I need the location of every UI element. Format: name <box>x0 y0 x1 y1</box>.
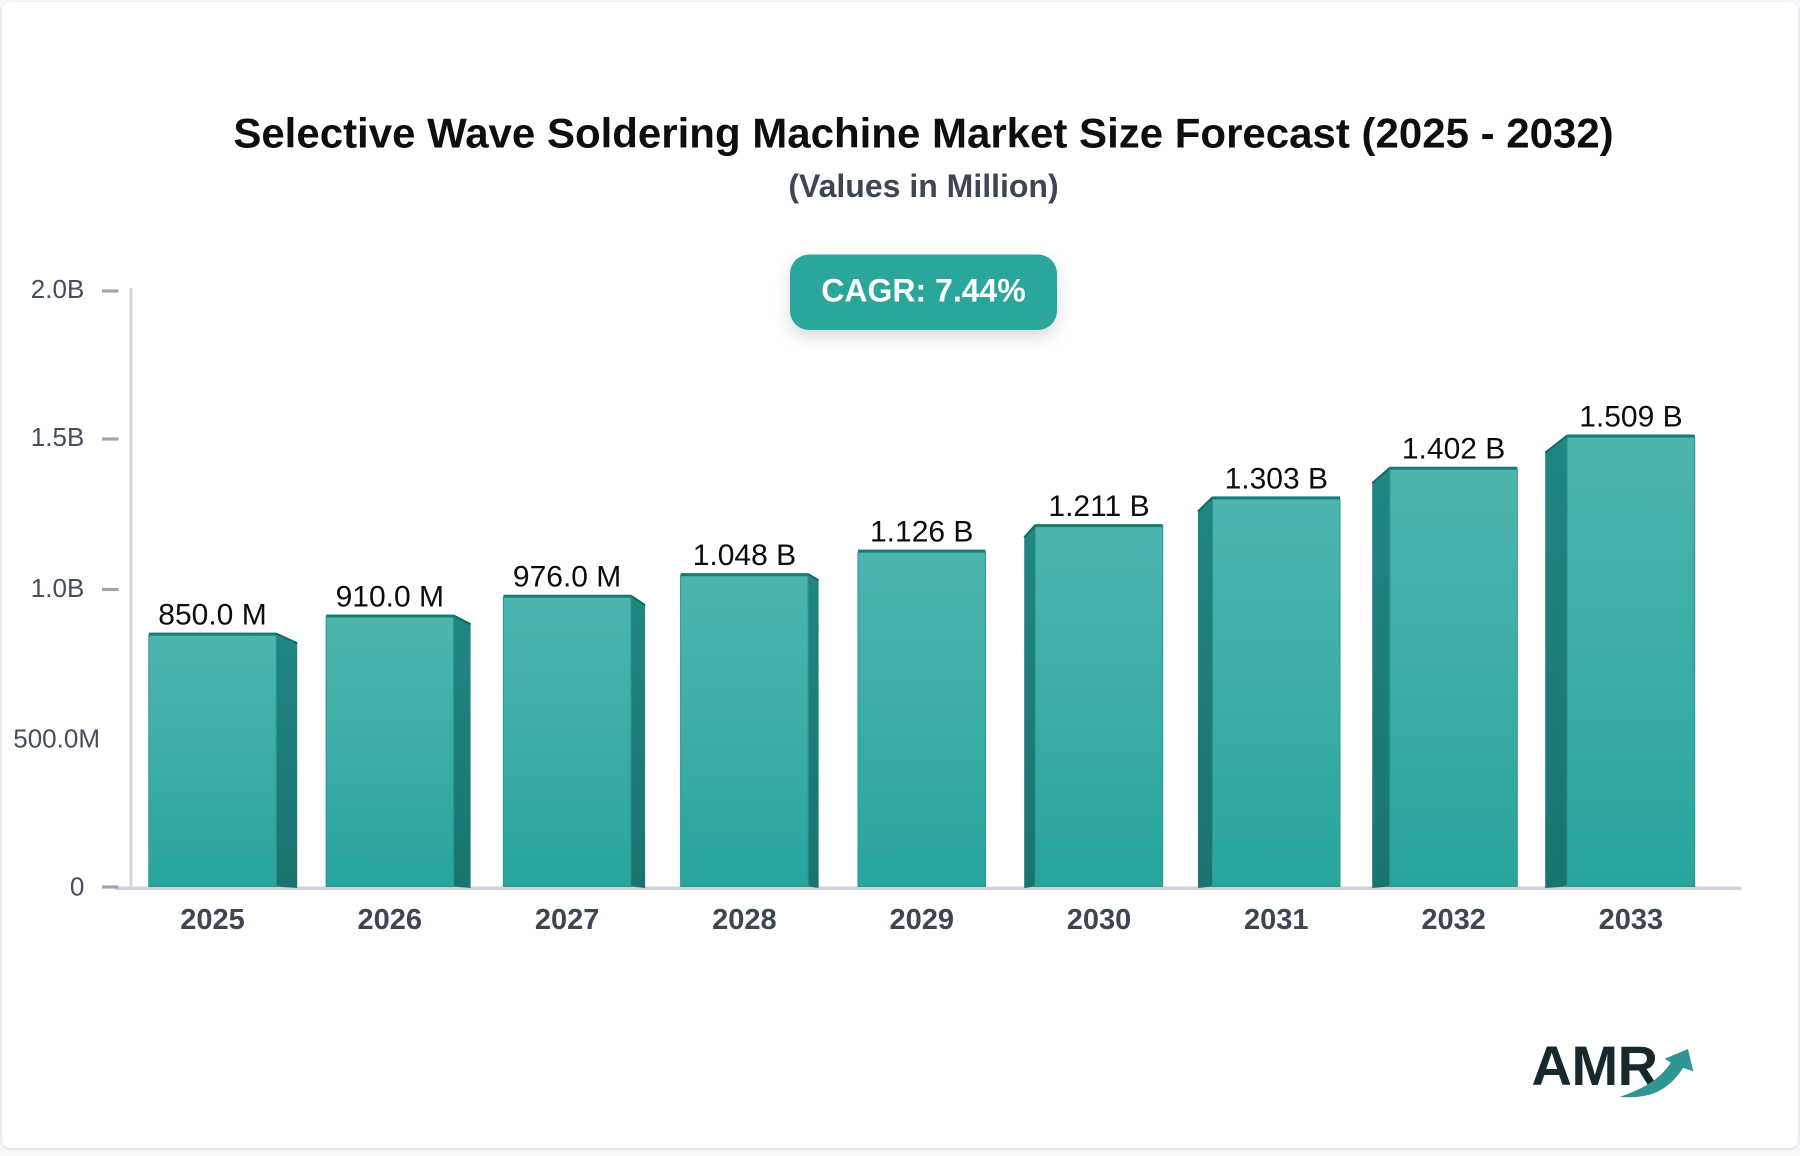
svg-text:2033: 2033 <box>1599 904 1664 936</box>
svg-text:2031: 2031 <box>1244 904 1309 936</box>
svg-text:850.0 M: 850.0 M <box>158 599 266 632</box>
svg-text:0: 0 <box>70 871 84 901</box>
svg-text:2026: 2026 <box>358 904 423 936</box>
svg-text:1.303 B: 1.303 B <box>1225 462 1328 495</box>
svg-text:CAGR: 7.44%: CAGR: 7.44% <box>821 273 1026 309</box>
svg-text:2.0B: 2.0B <box>31 274 85 304</box>
svg-text:(Values in Million): (Values in Million) <box>788 168 1058 204</box>
svg-text:2032: 2032 <box>1421 904 1486 936</box>
svg-text:1.048 B: 1.048 B <box>693 539 796 572</box>
svg-text:2025: 2025 <box>180 904 245 936</box>
svg-text:1.509 B: 1.509 B <box>1579 401 1682 434</box>
svg-text:1.402 B: 1.402 B <box>1402 433 1505 466</box>
svg-text:Selective Wave Soldering Machi: Selective Wave Soldering Machine Market … <box>233 110 1613 157</box>
svg-text:2027: 2027 <box>535 904 600 936</box>
svg-text:1.0B: 1.0B <box>31 573 85 603</box>
svg-text:910.0 M: 910.0 M <box>336 581 444 614</box>
svg-text:2029: 2029 <box>889 904 954 936</box>
svg-text:2028: 2028 <box>712 904 777 936</box>
svg-text:AMR: AMR <box>1532 1034 1658 1097</box>
svg-text:1.211 B: 1.211 B <box>1048 490 1149 523</box>
svg-text:976.0 M: 976.0 M <box>513 561 621 594</box>
svg-text:1.5B: 1.5B <box>31 422 85 452</box>
svg-text:500.0M: 500.0M <box>13 723 100 753</box>
svg-text:2030: 2030 <box>1067 904 1132 936</box>
svg-text:1.126 B: 1.126 B <box>870 516 973 549</box>
